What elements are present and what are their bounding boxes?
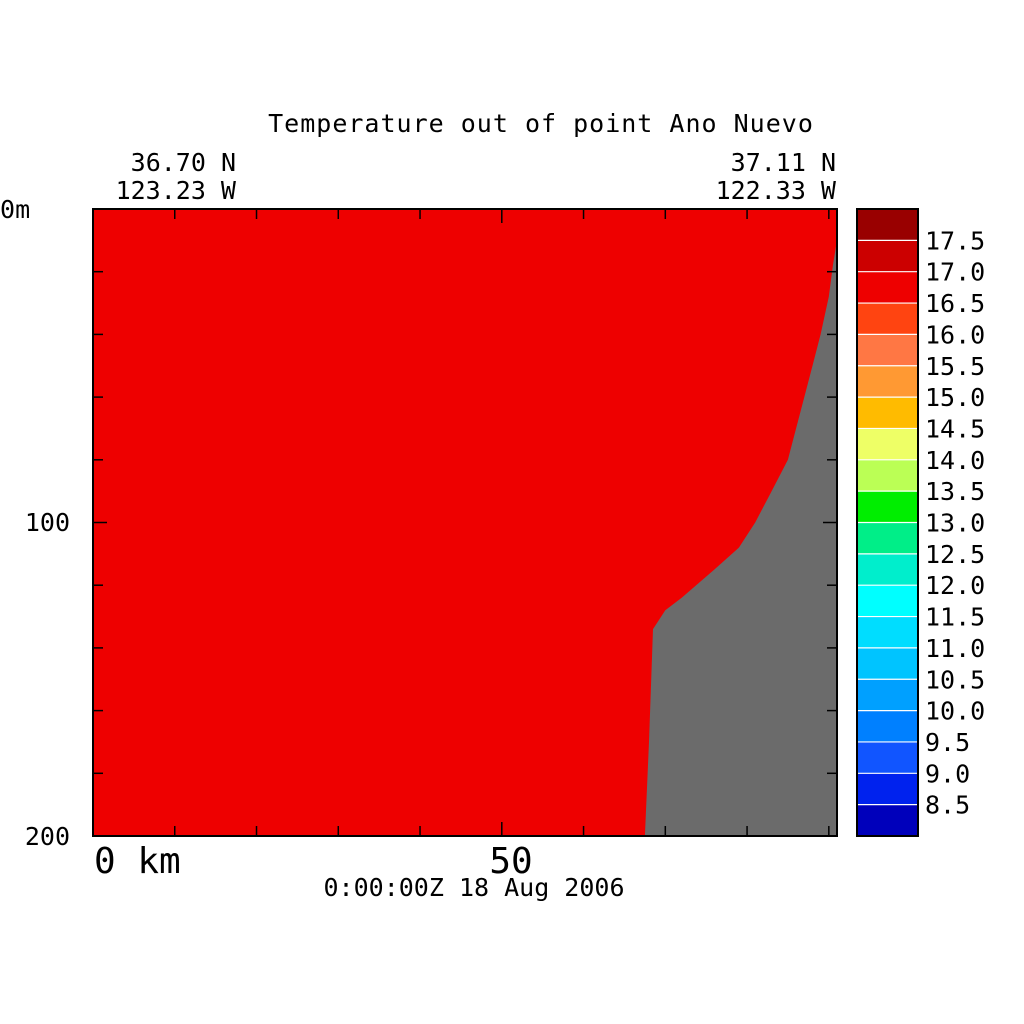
contour-bands [93,209,837,836]
y-tick-200: 200 [25,822,70,851]
colorbar-swatch [857,773,918,806]
colorbar-label: 10.0 [925,697,985,726]
y-tick-0: 0m [0,195,30,224]
x-tick-50: 50 [489,841,532,882]
colorbar-label: 17.0 [925,258,985,287]
colorbar-swatch [857,209,918,241]
start-longitude: 123.23 W [116,176,237,205]
colorbar-swatch [857,397,918,429]
colorbar [857,209,918,837]
colorbar-swatch [857,240,918,273]
colorbar-label: 14.0 [925,446,985,475]
x-tick-0: 0 km [94,841,181,882]
colorbar-label: 12.5 [925,540,985,569]
end-longitude: 122.33 W [716,176,837,205]
colorbar-swatch [857,365,918,398]
colorbar-swatch [857,679,918,712]
seafloor-shape [644,240,837,836]
colorbar-swatch [857,710,918,743]
colorbar-swatch [857,647,918,680]
colorbar-label: 9.0 [925,759,970,788]
axis-ticks [93,209,837,836]
colorbar-label: 8.5 [925,791,970,820]
colorbar-swatch [857,585,918,618]
colorbar-label: 17.5 [925,226,985,255]
colorbar-label: 13.0 [925,509,985,538]
colorbar-label: 9.5 [925,728,970,757]
colorbar-swatch [857,553,918,586]
colorbar-frame [856,208,919,837]
colorbar-swatch [857,741,918,774]
colorbar-label: 16.5 [925,289,985,318]
colorbar-label: 14.5 [925,415,985,444]
colorbar-label: 16.0 [925,320,985,349]
colorbar-swatch [857,459,918,492]
colorbar-label: 13.5 [925,477,985,506]
chart-title: Temperature out of point Ano Nuevo [268,109,814,138]
colorbar-label: 11.0 [925,634,985,663]
colorbar-swatch [857,616,918,649]
colorbar-swatch [857,334,918,367]
colorbar-swatch [857,804,918,837]
colorbar-label: 15.5 [925,352,985,381]
colorbar-labels: 17.5 17.016.516.0 15.515.0 14.514.013.5 13.0… [925,226,985,819]
timestamp: 0:00:00Z 18 Aug 2006 [323,873,624,902]
colorbar-swatch [857,271,918,304]
colorbar-label: 15.0 [925,383,985,412]
contour-band-17 [93,209,837,836]
colorbar-label: 10.5 [925,665,985,694]
seafloor-bathymetry [644,240,837,836]
colorbar-label: 11.5 [925,603,985,632]
start-latitude: 36.70 N [131,148,236,177]
colorbar-label: 12.0 [925,571,985,600]
colorbar-swatch [857,491,918,523]
colorbar-swatch [857,428,918,461]
end-latitude: 37.11 N [731,148,836,177]
colorbar-swatch [857,303,918,335]
colorbar-swatch [857,522,918,555]
y-tick-100: 100 [25,508,70,537]
